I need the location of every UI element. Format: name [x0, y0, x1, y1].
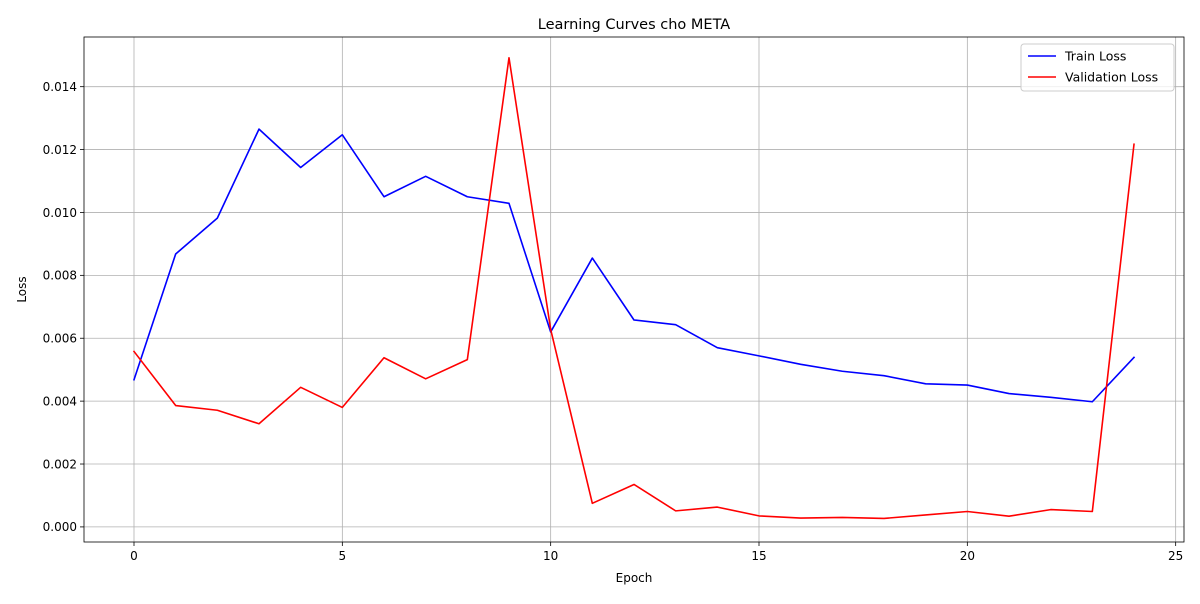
y-tick-label: 0.014	[43, 80, 77, 94]
x-tick-label: 0	[130, 549, 138, 563]
y-tick-label: 0.006	[43, 332, 77, 346]
legend-label: Train Loss	[1064, 49, 1126, 64]
grid	[84, 37, 1184, 542]
x-tick-label: 5	[339, 549, 347, 563]
y-tick-label: 0.002	[43, 457, 77, 471]
x-axis-ticks: 0 5 10 15 20 25	[130, 542, 1183, 563]
y-tick-label: 0.000	[43, 520, 77, 534]
chart-title: Learning Curves cho META	[538, 17, 731, 33]
series-line-validation-loss	[132, 56, 1135, 520]
y-tick-label: 0.012	[43, 143, 77, 157]
y-tick-label: 0.008	[43, 269, 77, 283]
y-axis-ticks: 0.000 0.002 0.004 0.006 0.008 0.010 0.012 0.014	[43, 80, 84, 534]
x-tick-label: 10	[543, 549, 558, 563]
legend-box	[1020, 43, 1175, 92]
x-tick-label: 20	[960, 549, 975, 563]
y-tick-label: 0.004	[43, 394, 77, 408]
y-axis-label: Loss	[15, 276, 29, 302]
x-tick-label: 15	[751, 549, 766, 563]
legend-label: Validation Loss	[1065, 70, 1158, 85]
axes-frame	[83, 36, 1185, 543]
y-tick-label: 0.010	[43, 206, 77, 220]
series-line-train-loss	[132, 128, 1136, 403]
series-lines	[132, 56, 1136, 520]
legend: Train Loss Validation Loss	[1020, 43, 1175, 92]
x-axis-label: Epoch	[616, 571, 653, 585]
x-tick-label: 25	[1168, 549, 1183, 563]
